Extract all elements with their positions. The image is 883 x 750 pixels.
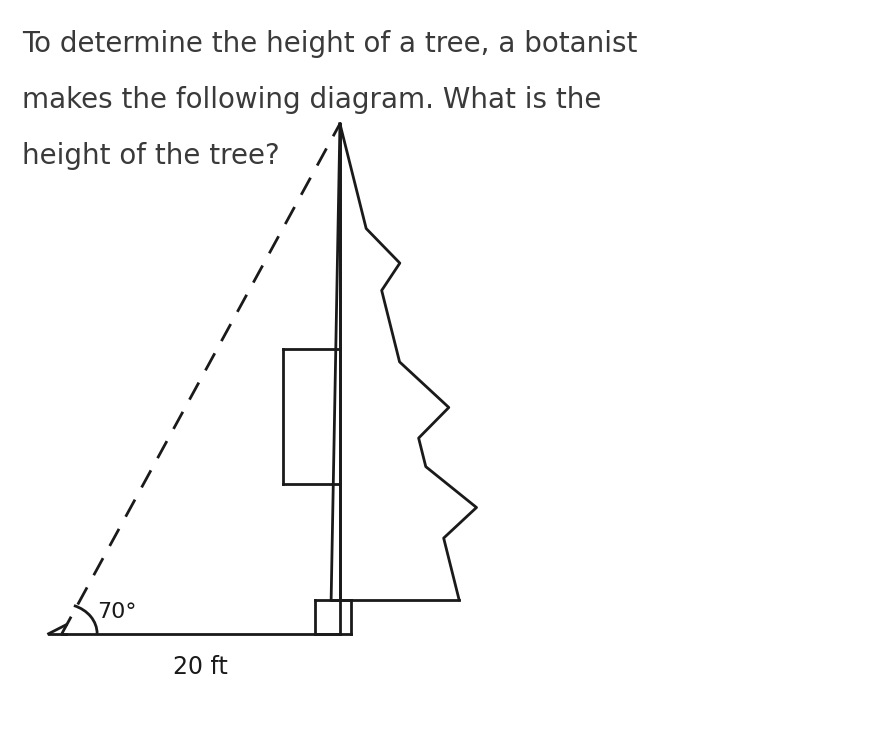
Text: 70°: 70° [97, 602, 137, 622]
Text: makes the following diagram. What is the: makes the following diagram. What is the [22, 86, 601, 114]
Text: To determine the height of a tree, a botanist: To determine the height of a tree, a bot… [22, 30, 638, 58]
Text: height of the tree?: height of the tree? [22, 142, 280, 170]
Text: 20 ft: 20 ft [173, 655, 229, 679]
